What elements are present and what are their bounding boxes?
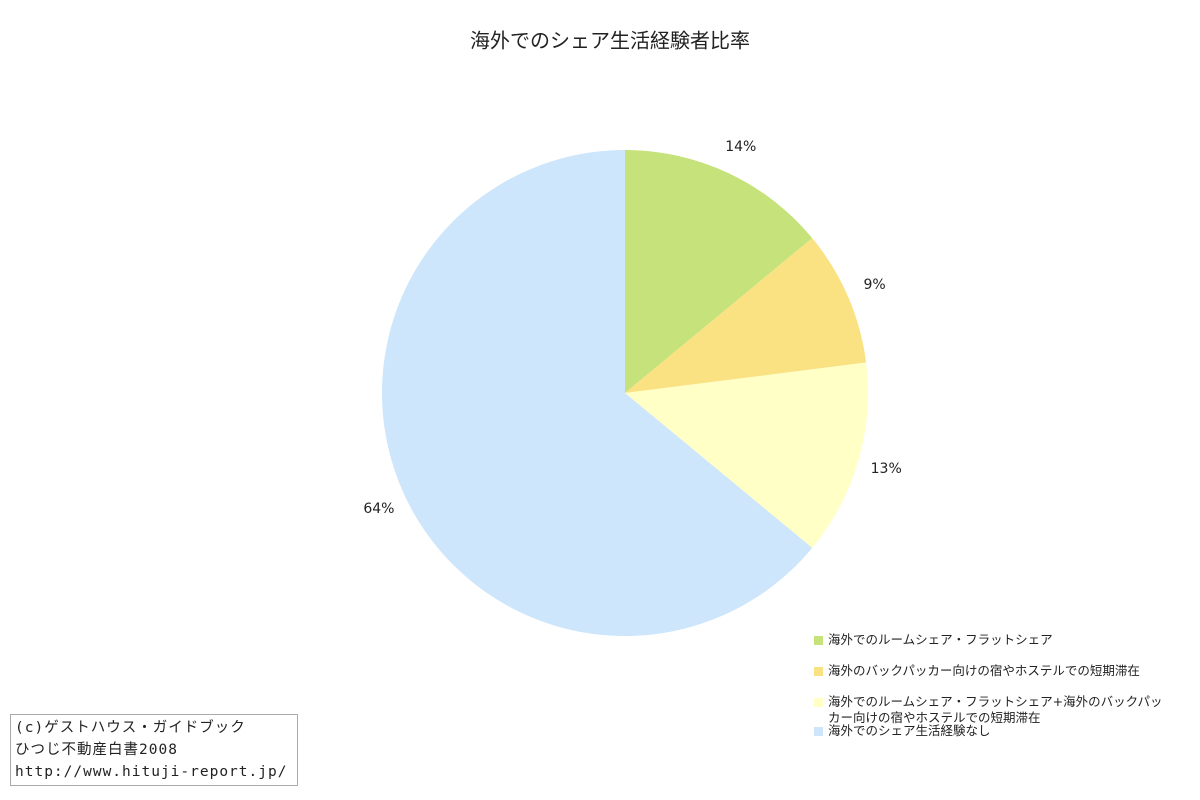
pie-slice [625, 362, 868, 548]
pie-slice [625, 238, 867, 393]
legend-swatch [814, 698, 823, 707]
legend-item: 海外でのルームシェア・フラットシェア [814, 632, 1164, 648]
legend-item: 海外でのシェア生活経験なし [814, 723, 1164, 739]
pie-slice [625, 150, 813, 393]
legend-item: 海外でのルームシェア・フラットシェア+海外のバックパッカー向けの宿やホステルでの… [814, 694, 1164, 726]
data-label: 14% [725, 139, 756, 155]
credit-line: http://www.hituji-report.jp/ [15, 764, 288, 780]
legend-item: 海外のバックパッカー向けの宿やホステルでの短期滞在 [814, 663, 1164, 679]
legend-label: 海外でのルームシェア・フラットシェア [828, 632, 1053, 647]
data-label: 13% [871, 461, 902, 477]
credit-line: ひつじ不動産白書2008 [15, 742, 178, 758]
legend-label: 海外のバックパッカー向けの宿やホステルでの短期滞在 [828, 663, 1140, 678]
credit-line: (c)ゲストハウス・ガイドブック [15, 720, 246, 736]
legend-swatch [814, 667, 823, 676]
chart-title: 海外でのシェア生活経験者比率 [470, 29, 750, 53]
legend-label: 海外でのルームシェア・フラットシェア+海外のバックパッカー向けの宿やホステルでの… [828, 694, 1163, 725]
legend-swatch [814, 636, 823, 645]
pie-slice [381, 150, 813, 636]
data-label: 64% [363, 501, 394, 517]
legend-label: 海外でのシェア生活経験なし [828, 723, 991, 738]
legend-swatch [814, 727, 823, 736]
data-label: 9% [864, 277, 886, 293]
credit-box: (c)ゲストハウス・ガイドブック ひつじ不動産白書2008 http://www… [10, 714, 298, 786]
